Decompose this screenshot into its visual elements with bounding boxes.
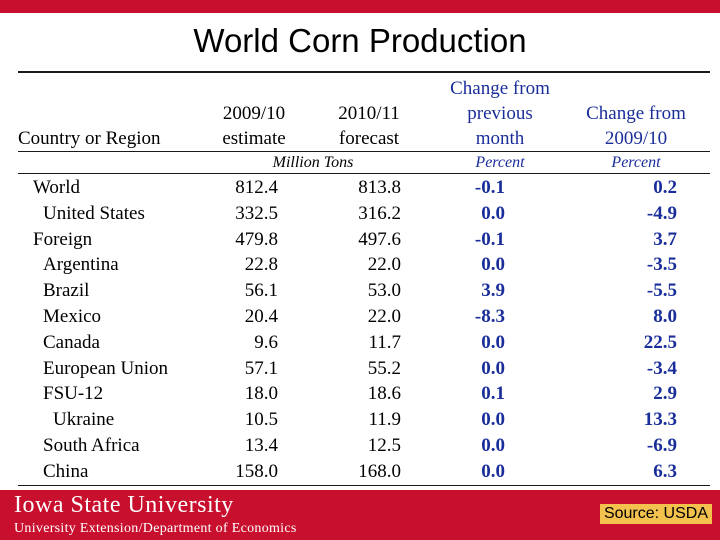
header-col3-line1: Change from <box>450 78 550 99</box>
table-row: Ukraine 10.5 11.9 0.0 13.3 <box>18 407 710 433</box>
row-name: FSU-12 <box>43 383 104 405</box>
row-change-year: -3.5 <box>646 254 677 276</box>
row-change-month: 0.1 <box>481 383 505 405</box>
header-rule <box>18 151 710 152</box>
row-estimate-2009: 18.0 <box>244 383 278 405</box>
row-estimate-2009: 56.1 <box>244 280 278 302</box>
row-name: Canada <box>43 331 100 353</box>
row-change-year: 0.2 <box>653 177 677 198</box>
table-row: Argentina 22.8 22.0 0.0 -3.5 <box>18 252 710 278</box>
row-estimate-2009: 332.5 <box>235 202 278 224</box>
slide-title: World Corn Production <box>193 22 527 59</box>
table-row: Brazil 56.1 53.0 3.9 -5.5 <box>18 278 710 304</box>
row-change-month: 0.0 <box>481 331 505 353</box>
row-forecast-2010: 316.2 <box>358 202 401 224</box>
row-name: European Union <box>43 357 169 379</box>
table-top-rule <box>18 71 710 73</box>
row-change-year: -6.9 <box>646 435 677 456</box>
row-change-month: -8.3 <box>474 306 505 327</box>
row-estimate-2009: 10.5 <box>244 409 278 431</box>
row-forecast-2010: 497.6 <box>358 228 401 250</box>
source-label: Source: USDA <box>599 504 712 524</box>
row-name: China <box>43 460 89 482</box>
top-accent-bar <box>0 0 720 13</box>
row-forecast-2010: 18.6 <box>367 383 401 405</box>
table-row: China 158.0 168.0 0.0 6.3 <box>18 459 710 485</box>
table-bottom-rule <box>18 485 710 486</box>
row-name: World <box>33 177 81 198</box>
row-change-year: 8.0 <box>653 306 677 327</box>
row-change-month: 0.0 <box>481 254 505 276</box>
row-forecast-2010: 12.5 <box>367 435 401 456</box>
row-change-year: -5.5 <box>646 280 677 302</box>
table-row: Mexico 20.4 22.0 -8.3 8.0 <box>18 304 710 330</box>
row-name: Mexico <box>43 306 102 327</box>
row-forecast-2010: 22.0 <box>367 254 401 276</box>
header-col3-line3: month <box>475 128 525 149</box>
row-forecast-2010: 11.9 <box>368 409 401 431</box>
row-change-month: 0.0 <box>481 409 505 431</box>
row-name: Brazil <box>43 280 90 302</box>
row-change-month: 3.9 <box>481 280 505 302</box>
row-estimate-2009: 9.6 <box>254 331 278 353</box>
row-estimate-2009: 812.4 <box>235 177 278 198</box>
row-change-month: 0.0 <box>481 460 505 482</box>
unit-percent-year: Percent <box>611 154 661 171</box>
header-col3-line2: previous <box>467 103 533 124</box>
row-change-month: -0.1 <box>474 228 505 250</box>
header-col4-line2: 2009/10 <box>604 128 668 149</box>
row-forecast-2010: 22.0 <box>367 306 401 327</box>
row-estimate-2009: 22.8 <box>244 254 278 276</box>
row-forecast-2010: 813.8 <box>358 177 401 198</box>
row-forecast-2010: 168.0 <box>358 460 401 482</box>
row-change-year: 3.7 <box>653 228 677 250</box>
table-row: Canada 9.6 11.7 0.0 22.5 <box>18 330 710 356</box>
header-col1-line1: 2009/10 <box>222 103 286 124</box>
row-name: South Africa <box>43 435 140 456</box>
row-change-year: 2.9 <box>653 383 677 405</box>
row-change-year: -4.9 <box>646 202 677 224</box>
header-col1-line2: estimate <box>222 128 286 149</box>
header-col2-line1: 2010/11 <box>338 103 400 124</box>
footer-bar: Iowa State University University Extensi… <box>0 490 720 540</box>
table-row: United States 332.5 316.2 0.0 -4.9 <box>18 201 710 227</box>
department-text: University Extension/Department of Econo… <box>14 521 297 536</box>
row-name: Argentina <box>43 254 119 276</box>
row-change-year: 6.3 <box>653 460 677 482</box>
row-forecast-2010: 53.0 <box>367 280 401 302</box>
table-row: European Union 57.1 55.2 0.0 -3.4 <box>18 356 710 382</box>
header-col4-line1: Change from <box>586 103 686 124</box>
row-estimate-2009: 13.4 <box>244 435 278 456</box>
row-name: United States <box>43 202 145 224</box>
university-logo-text: Iowa State University <box>14 492 234 518</box>
row-change-year: 13.3 <box>643 409 677 431</box>
table-row: South Africa 13.4 12.5 0.0 -6.9 <box>18 433 710 459</box>
row-estimate-2009: 479.8 <box>235 228 278 250</box>
row-change-month: 0.0 <box>481 202 505 224</box>
header-country: Country or Region <box>18 128 161 149</box>
units-rule <box>18 173 710 174</box>
row-change-year: 22.5 <box>643 331 677 353</box>
row-estimate-2009: 158.0 <box>235 460 278 482</box>
row-change-year: -3.4 <box>646 357 677 379</box>
unit-percent-month: Percent <box>475 154 525 171</box>
row-name: Foreign <box>33 228 93 250</box>
row-change-month: 0.0 <box>481 357 505 379</box>
header-col2-line2: forecast <box>338 128 400 149</box>
row-forecast-2010: 55.2 <box>367 357 401 379</box>
table-row: World 812.4 813.8 -0.1 0.2 <box>18 175 710 201</box>
table-row: Foreign 479.8 497.6 -0.1 3.7 <box>18 227 710 253</box>
row-change-month: 0.0 <box>481 435 505 456</box>
row-estimate-2009: 20.4 <box>244 306 278 327</box>
table-row: FSU-12 18.0 18.6 0.1 2.9 <box>18 381 710 407</box>
row-change-month: -0.1 <box>474 177 505 198</box>
row-forecast-2010: 11.7 <box>368 331 401 353</box>
row-estimate-2009: 57.1 <box>244 357 278 379</box>
row-name: Ukraine <box>53 409 115 431</box>
unit-tons: Million Tons <box>272 154 354 171</box>
